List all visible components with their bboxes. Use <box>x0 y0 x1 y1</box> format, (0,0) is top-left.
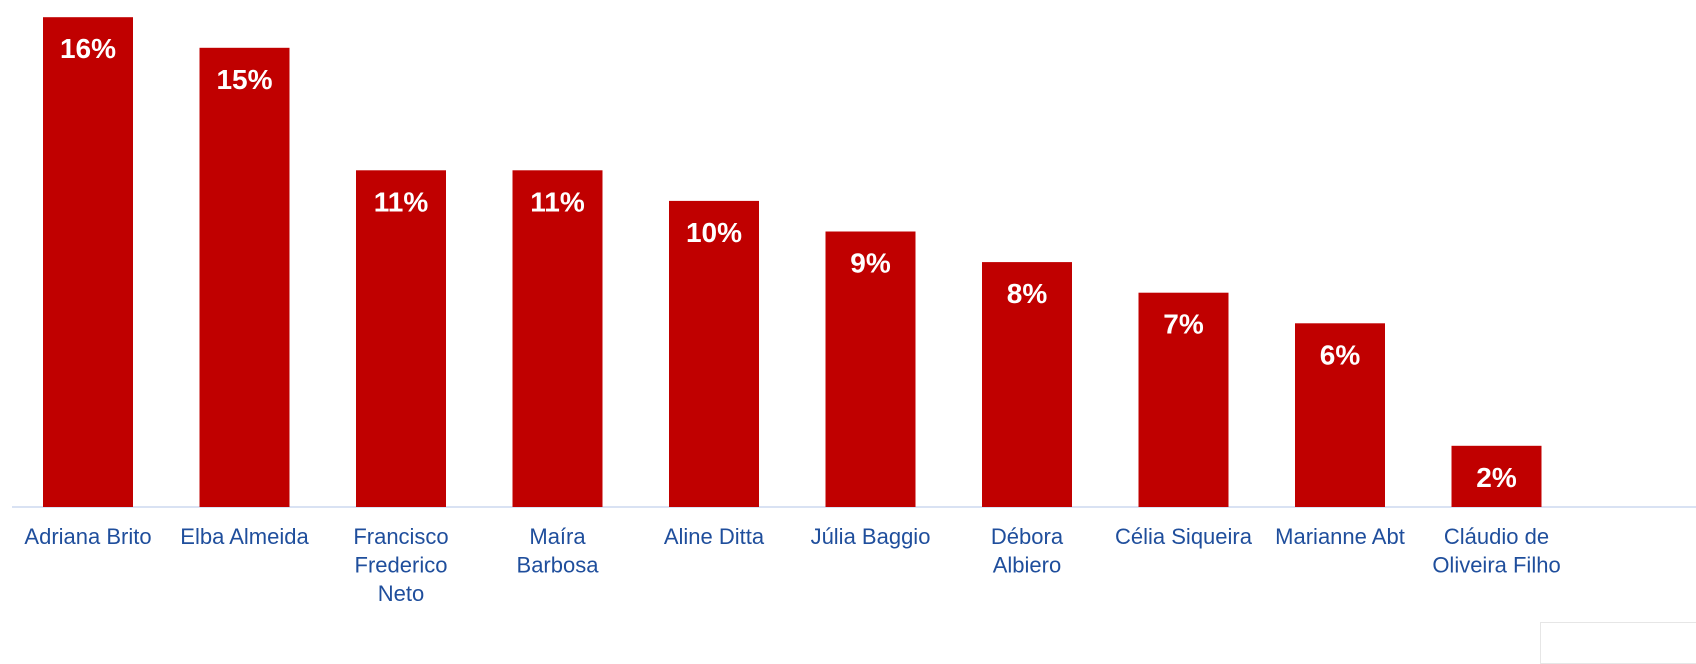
category-label-line: Cláudio de <box>1444 524 1549 549</box>
category-label-line: Neto <box>378 581 424 606</box>
bar-debora-albiero <box>982 262 1072 507</box>
value-label-adriana-brito: 16% <box>60 33 116 64</box>
category-label-line: Maíra <box>529 524 586 549</box>
category-label-marianne-abt: Marianne Abt <box>1275 524 1405 549</box>
bars-group <box>43 17 1542 508</box>
bar-aline-ditta <box>669 200 759 507</box>
value-label-marianne-abt: 6% <box>1320 339 1361 370</box>
category-label-line: Albiero <box>993 553 1061 578</box>
category-label-adriana-brito: Adriana Brito <box>24 524 151 549</box>
bar-maira-barbosa <box>512 170 603 508</box>
value-labels-group: 16% 15% 11% 11% 10% 9% 8% 7% 6% 2% <box>60 33 1517 493</box>
value-label-debora-albiero: 8% <box>1007 278 1048 309</box>
category-label-line: Barbosa <box>517 553 600 578</box>
category-label-line: Adriana Brito <box>24 524 151 549</box>
category-label-claudio-de-oliveira-filho: Cláudio de Oliveira Filho <box>1432 524 1560 578</box>
value-label-francisco-frederico-neto: 11% <box>374 186 429 217</box>
category-label-line: Aline Ditta <box>664 524 765 549</box>
value-label-celia-siqueira: 7% <box>1163 309 1204 340</box>
bar-celia-siqueira <box>1138 292 1229 507</box>
bar-julia-baggio <box>825 231 916 507</box>
category-label-debora-albiero: Débora Albiero <box>991 524 1064 578</box>
value-label-julia-baggio: 9% <box>850 248 891 279</box>
value-label-claudio-de-oliveira-filho: 2% <box>1476 462 1517 493</box>
category-label-line: Elba Almeida <box>180 524 309 549</box>
category-label-maira-barbosa: Maíra Barbosa <box>517 524 600 578</box>
value-label-maira-barbosa: 11% <box>530 186 585 217</box>
value-label-elba-almeida: 15% <box>216 64 272 95</box>
category-label-line: Oliveira Filho <box>1432 553 1560 578</box>
category-label-line: Célia Siqueira <box>1115 524 1253 549</box>
category-label-celia-siqueira: Célia Siqueira <box>1115 524 1253 549</box>
category-label-line: Débora <box>991 524 1064 549</box>
bar-elba-almeida <box>199 47 290 508</box>
bar-marianne-abt <box>1295 323 1385 507</box>
category-label-francisco-frederico-neto: Francisco Frederico Neto <box>353 524 448 606</box>
bar-francisco-frederico-neto <box>356 170 446 508</box>
category-label-line: Frederico <box>355 553 448 578</box>
bar-adriana-brito <box>43 17 133 507</box>
category-label-elba-almeida: Elba Almeida <box>180 524 309 549</box>
category-label-line: Júlia Baggio <box>811 524 931 549</box>
corner-box <box>1540 622 1696 664</box>
category-labels-group: Adriana Brito Elba Almeida Francisco Freder… <box>24 524 1560 606</box>
value-label-aline-ditta: 10% <box>686 217 742 248</box>
category-label-julia-baggio: Júlia Baggio <box>811 524 931 549</box>
category-label-line: Marianne Abt <box>1275 524 1405 549</box>
bar-claudio-de-oliveira-filho <box>1451 445 1542 507</box>
category-label-line: Francisco <box>353 524 448 549</box>
category-label-aline-ditta: Aline Ditta <box>664 524 765 549</box>
